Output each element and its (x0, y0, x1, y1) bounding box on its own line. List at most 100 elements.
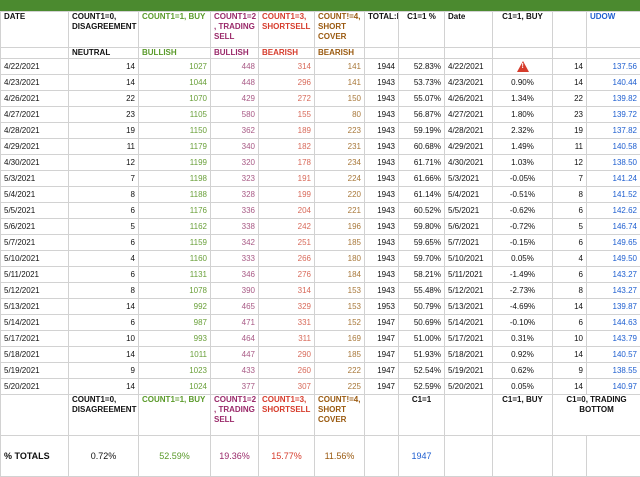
row-c1-pct[interactable]: 60.68% (399, 139, 445, 155)
row-trading-sell[interactable]: 333 (211, 251, 259, 267)
totals-c1[interactable]: 1947 (399, 436, 445, 477)
row-udow[interactable]: 137.56 (587, 59, 640, 75)
row-neutral[interactable]: 6 (69, 267, 139, 283)
row-total[interactable]: 1947 (365, 315, 399, 331)
row-count[interactable]: 19 (553, 123, 587, 139)
row-shortsell[interactable]: 331 (259, 315, 315, 331)
row-date2[interactable]: 5/7/2021 (445, 235, 493, 251)
row-buy[interactable]: 1198 (139, 171, 211, 187)
header-date[interactable]: DATE (1, 12, 69, 48)
row-date2[interactable]: 5/20/2021 (445, 379, 493, 395)
row-shortsell[interactable]: 314 (259, 283, 315, 299)
row-date[interactable]: 4/28/2021 (1, 123, 69, 139)
row-udow[interactable]: 139.72 (587, 107, 640, 123)
row-date2[interactable]: 5/14/2021 (445, 315, 493, 331)
row-buy[interactable]: 1027 (139, 59, 211, 75)
row-count[interactable]: 11 (553, 139, 587, 155)
row-date2[interactable]: 4/22/2021 (445, 59, 493, 75)
row-buy[interactable]: 1131 (139, 267, 211, 283)
row-date[interactable]: 4/22/2021 (1, 59, 69, 75)
row-date[interactable]: 5/3/2021 (1, 171, 69, 187)
row-date[interactable]: 4/23/2021 (1, 75, 69, 91)
subheader-empty[interactable] (553, 48, 587, 59)
header-udow[interactable]: UDOW (587, 12, 640, 48)
row-short-cover[interactable]: 153 (315, 283, 365, 299)
row-c1-pct[interactable]: 50.69% (399, 315, 445, 331)
row-date[interactable]: 5/13/2021 (1, 299, 69, 315)
row-neutral[interactable]: 9 (69, 363, 139, 379)
row-count[interactable]: 5 (553, 219, 587, 235)
row-change[interactable]: 1.03% (493, 155, 553, 171)
row-c1-pct[interactable]: 59.80% (399, 219, 445, 235)
row-c1-pct[interactable]: 52.54% (399, 363, 445, 379)
totals-trading-sell[interactable]: 19.36% (211, 436, 259, 477)
header-c1-buy[interactable]: C1=1, BUY (493, 12, 553, 48)
row-date2[interactable]: 5/11/2021 (445, 267, 493, 283)
row-date[interactable]: 5/12/2021 (1, 283, 69, 299)
row-total[interactable]: 1947 (365, 379, 399, 395)
row-count[interactable]: 10 (553, 331, 587, 347)
row-short-cover[interactable]: 153 (315, 299, 365, 315)
row-buy[interactable]: 1078 (139, 283, 211, 299)
row-udow[interactable]: 143.27 (587, 267, 640, 283)
row-shortsell[interactable]: 182 (259, 139, 315, 155)
row-buy[interactable]: 987 (139, 315, 211, 331)
row-change[interactable]: ! (493, 59, 553, 75)
footer-c0[interactable]: C1=0, TRADING BOTTOM (553, 395, 640, 436)
row-change[interactable]: -0.51% (493, 187, 553, 203)
row-change[interactable]: 1.80% (493, 107, 553, 123)
row-buy[interactable]: 1023 (139, 363, 211, 379)
row-count[interactable]: 6 (553, 203, 587, 219)
row-date[interactable]: 4/27/2021 (1, 107, 69, 123)
row-buy[interactable]: 1176 (139, 203, 211, 219)
row-date[interactable]: 4/29/2021 (1, 139, 69, 155)
row-date[interactable]: 5/14/2021 (1, 315, 69, 331)
row-buy[interactable]: 1105 (139, 107, 211, 123)
row-total[interactable]: 1943 (365, 219, 399, 235)
row-total[interactable]: 1944 (365, 59, 399, 75)
row-udow[interactable]: 140.97 (587, 379, 640, 395)
row-date[interactable]: 5/18/2021 (1, 347, 69, 363)
row-trading-sell[interactable]: 377 (211, 379, 259, 395)
row-short-cover[interactable]: 152 (315, 315, 365, 331)
row-total[interactable]: 1943 (365, 251, 399, 267)
row-buy[interactable]: 1070 (139, 91, 211, 107)
row-short-cover[interactable]: 180 (315, 251, 365, 267)
row-date2[interactable]: 5/6/2021 (445, 219, 493, 235)
row-buy[interactable]: 1199 (139, 155, 211, 171)
row-short-cover[interactable]: 141 (315, 59, 365, 75)
row-date2[interactable]: 4/29/2021 (445, 139, 493, 155)
row-count[interactable]: 23 (553, 107, 587, 123)
totals-shortsell[interactable]: 15.77% (259, 436, 315, 477)
row-short-cover[interactable]: 141 (315, 75, 365, 91)
totals-neutral[interactable]: 0.72% (69, 436, 139, 477)
row-date2[interactable]: 5/12/2021 (445, 283, 493, 299)
row-udow[interactable]: 146.74 (587, 219, 640, 235)
row-trading-sell[interactable]: 448 (211, 75, 259, 91)
row-date2[interactable]: 5/13/2021 (445, 299, 493, 315)
row-udow[interactable]: 139.82 (587, 91, 640, 107)
row-buy[interactable]: 1188 (139, 187, 211, 203)
row-date2[interactable]: 5/5/2021 (445, 203, 493, 219)
row-c1-pct[interactable]: 55.48% (399, 283, 445, 299)
row-neutral[interactable]: 11 (69, 139, 139, 155)
row-neutral[interactable]: 14 (69, 299, 139, 315)
row-c1-pct[interactable]: 61.71% (399, 155, 445, 171)
row-c1-pct[interactable]: 53.73% (399, 75, 445, 91)
subheader-bullish[interactable]: BULLISH (139, 48, 211, 59)
row-buy[interactable]: 1024 (139, 379, 211, 395)
row-shortsell[interactable]: 266 (259, 251, 315, 267)
row-short-cover[interactable]: 185 (315, 235, 365, 251)
row-trading-sell[interactable]: 433 (211, 363, 259, 379)
row-trading-sell[interactable]: 580 (211, 107, 259, 123)
row-neutral[interactable]: 7 (69, 171, 139, 187)
footer-empty[interactable] (445, 395, 493, 436)
row-date[interactable]: 5/20/2021 (1, 379, 69, 395)
subheader-empty[interactable] (399, 48, 445, 59)
row-shortsell[interactable]: 260 (259, 363, 315, 379)
row-total[interactable]: 1943 (365, 123, 399, 139)
row-c1-pct[interactable]: 60.52% (399, 203, 445, 219)
row-udow[interactable]: 143.79 (587, 331, 640, 347)
row-neutral[interactable]: 4 (69, 251, 139, 267)
row-short-cover[interactable]: 222 (315, 363, 365, 379)
